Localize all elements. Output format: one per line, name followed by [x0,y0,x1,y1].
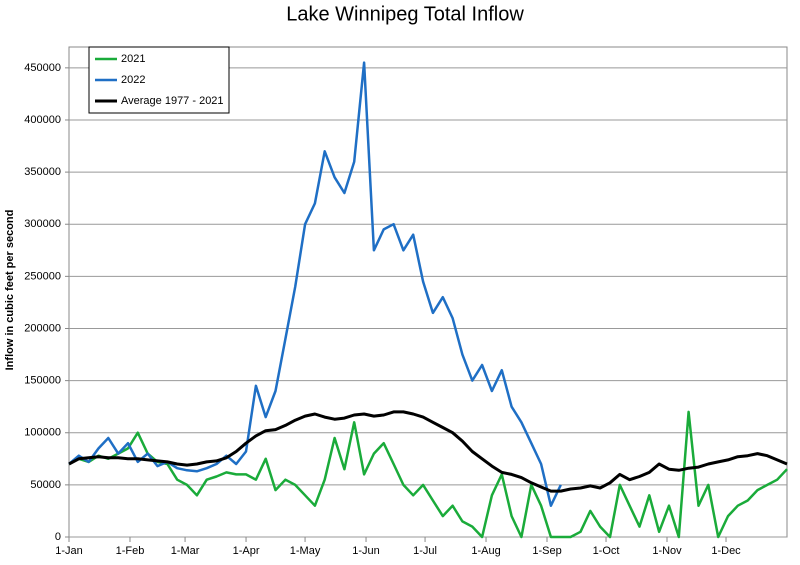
legend-label: 2021 [121,53,145,65]
legend-label: Average 1977 - 2021 [121,95,224,107]
x-tick-label: 1-Feb [116,545,145,557]
x-tick-label: 1-May [290,545,321,557]
x-tick-label: 1-Jul [413,545,437,557]
y-tick-label: 0 [55,531,61,543]
y-tick-label: 300000 [24,218,61,230]
x-tick-label: 1-Aug [471,545,500,557]
x-tick-label: 1-Jan [55,545,83,557]
y-tick-label: 350000 [24,166,61,178]
y-tick-label: 50000 [30,479,61,491]
y-tick-label: 100000 [24,427,61,439]
series-line [68,410,788,493]
series-line [68,410,788,539]
x-tick-label: 1-Dec [711,545,741,557]
chart-title: Lake Winnipeg Total Inflow [286,3,524,25]
y-tick-label: 150000 [24,375,61,387]
y-tick-label: 450000 [24,62,61,74]
x-tick-label: 1-Apr [233,545,260,557]
y-tick-label: 200000 [24,322,61,334]
y-tick-label: 250000 [24,270,61,282]
x-tick-label: 1-Oct [593,545,620,557]
y-tick-label: 400000 [24,114,61,126]
legend-label: 2022 [121,74,145,86]
x-tick-label: 1-Sep [532,545,561,557]
x-tick-label: 1-Jun [352,545,380,557]
x-tick-label: 1-Mar [171,545,200,557]
y-axis-label: Inflow in cubic feet per second [4,210,16,371]
series-line [68,61,562,507]
x-tick-label: 1-Nov [652,545,682,557]
